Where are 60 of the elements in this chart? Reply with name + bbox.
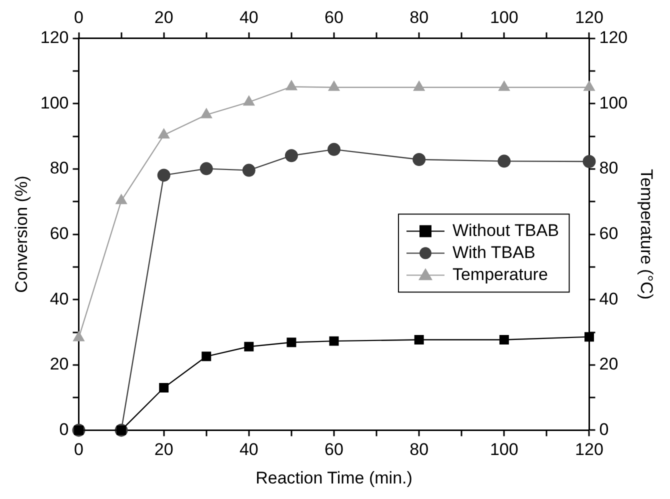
y-axis-title: Conversion (%) xyxy=(12,176,31,293)
point xyxy=(243,96,255,106)
x2-tick-label: 40 xyxy=(239,8,258,27)
point xyxy=(244,342,254,352)
y-tick-label: 0 xyxy=(59,420,69,439)
x-axis-title: Reaction Time (min.) xyxy=(256,468,412,488)
y2-tick-label: 80 xyxy=(599,158,618,178)
y2-tick-label: 120 xyxy=(599,28,628,48)
point xyxy=(328,142,340,156)
y2-axis-title: Temperature (°C) xyxy=(637,169,656,300)
y-tick-label: 40 xyxy=(50,289,69,308)
point xyxy=(202,352,212,362)
point xyxy=(286,80,298,90)
point xyxy=(582,154,596,168)
point xyxy=(200,162,213,176)
point xyxy=(73,331,84,342)
point xyxy=(414,335,424,344)
point xyxy=(413,80,425,91)
x-tick-label: 60 xyxy=(324,440,344,460)
x2-tick-label: 120 xyxy=(575,8,604,27)
point xyxy=(498,154,511,168)
point xyxy=(584,332,594,342)
y2-tick-label: 0 xyxy=(599,420,609,439)
point xyxy=(200,108,212,118)
y-tick-label: 60 xyxy=(50,224,69,243)
x2-tick-label: 0 xyxy=(74,8,84,27)
y-tick-label: 20 xyxy=(50,354,69,374)
point xyxy=(498,80,510,91)
y2-tick-label: 100 xyxy=(599,93,628,112)
y-tick-label: 100 xyxy=(40,93,69,112)
point xyxy=(157,168,170,182)
point xyxy=(328,80,340,91)
point xyxy=(158,128,170,139)
legend-label: Temperature xyxy=(452,264,548,284)
point xyxy=(412,153,426,166)
x-tick-label: 120 xyxy=(575,440,604,460)
legend-label: Without TBAB xyxy=(452,220,559,240)
x2-tick-label: 80 xyxy=(410,8,429,27)
point xyxy=(499,335,509,344)
point xyxy=(286,338,296,348)
x2-tick-label: 20 xyxy=(154,8,174,27)
y2-tick-label: 40 xyxy=(599,289,618,308)
point xyxy=(242,164,256,177)
x2-tick-label: 60 xyxy=(324,8,344,27)
point xyxy=(584,80,595,91)
x-tick-label: 80 xyxy=(410,440,429,460)
legend-label: With TBAB xyxy=(452,242,536,262)
y2-tick-label: 60 xyxy=(599,224,618,243)
x-tick-label: 100 xyxy=(490,440,518,460)
point xyxy=(329,336,339,346)
point xyxy=(159,383,169,392)
x-tick-label: 0 xyxy=(74,440,84,460)
x2-tick-label: 100 xyxy=(490,8,518,27)
y2-tick-label: 20 xyxy=(599,354,618,374)
x-tick-label: 20 xyxy=(154,440,174,460)
point xyxy=(284,149,298,162)
y-tick-label: 80 xyxy=(50,158,69,178)
point xyxy=(116,194,127,204)
x-tick-label: 40 xyxy=(239,440,258,460)
y-tick-label: 120 xyxy=(40,28,69,48)
